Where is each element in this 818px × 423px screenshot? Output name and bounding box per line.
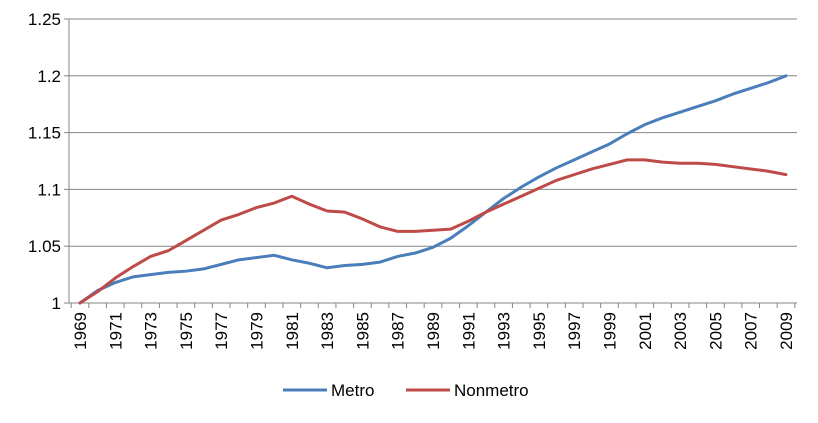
x-tick-label: 1997	[565, 312, 584, 350]
y-tick-label: 1.15	[28, 124, 61, 143]
x-tick-label: 2003	[671, 312, 690, 350]
series-lines	[78, 74, 788, 305]
series-line-nonmetro	[78, 158, 788, 305]
x-tick-label: 1989	[424, 312, 443, 350]
legend-label-metro: Metro	[331, 381, 374, 400]
x-tick-label: 1999	[601, 312, 620, 350]
series-line-metro	[78, 74, 788, 305]
legend-label-nonmetro: Nonmetro	[454, 381, 529, 400]
legend: Metro Nonmetro	[283, 381, 529, 400]
x-tick-label: 1979	[248, 312, 267, 350]
x-tick-label: 2005	[706, 312, 725, 350]
x-tick-label: 2001	[636, 312, 655, 350]
axes	[64, 18, 797, 308]
x-tick-label: 2007	[742, 312, 761, 350]
x-tick-label: 2009	[777, 312, 796, 350]
y-tick-label: 1.1	[37, 180, 61, 199]
x-tick-label: 1995	[530, 312, 549, 350]
x-tick-label: 1973	[142, 312, 161, 350]
y-tick-label: 1.2	[37, 67, 61, 86]
x-axis-tick-labels: 1969 1971 1973 1975 1977 1979 1981 1983 1985 1987…	[71, 312, 796, 350]
x-tick-label: 1993	[495, 312, 514, 350]
x-tick-label: 1969	[71, 312, 90, 350]
x-tick-label: 1991	[459, 312, 478, 350]
gridlines	[69, 18, 797, 247]
y-tick-label: 1.25	[28, 10, 61, 29]
x-tick-label: 1971	[106, 312, 125, 350]
y-axis-tick-labels: 1 1.05 1.1 1.15 1.2 1.25	[28, 10, 61, 313]
x-tick-label: 1987	[389, 312, 408, 350]
x-tick-label: 1977	[212, 312, 231, 350]
x-tick-label: 1985	[353, 312, 372, 350]
x-tick-label: 1975	[177, 312, 196, 350]
y-tick-label: 1.05	[28, 237, 61, 256]
y-tick-label: 1	[52, 294, 61, 313]
x-tick-label: 1981	[283, 312, 302, 350]
x-tick-label: 1983	[318, 312, 337, 350]
